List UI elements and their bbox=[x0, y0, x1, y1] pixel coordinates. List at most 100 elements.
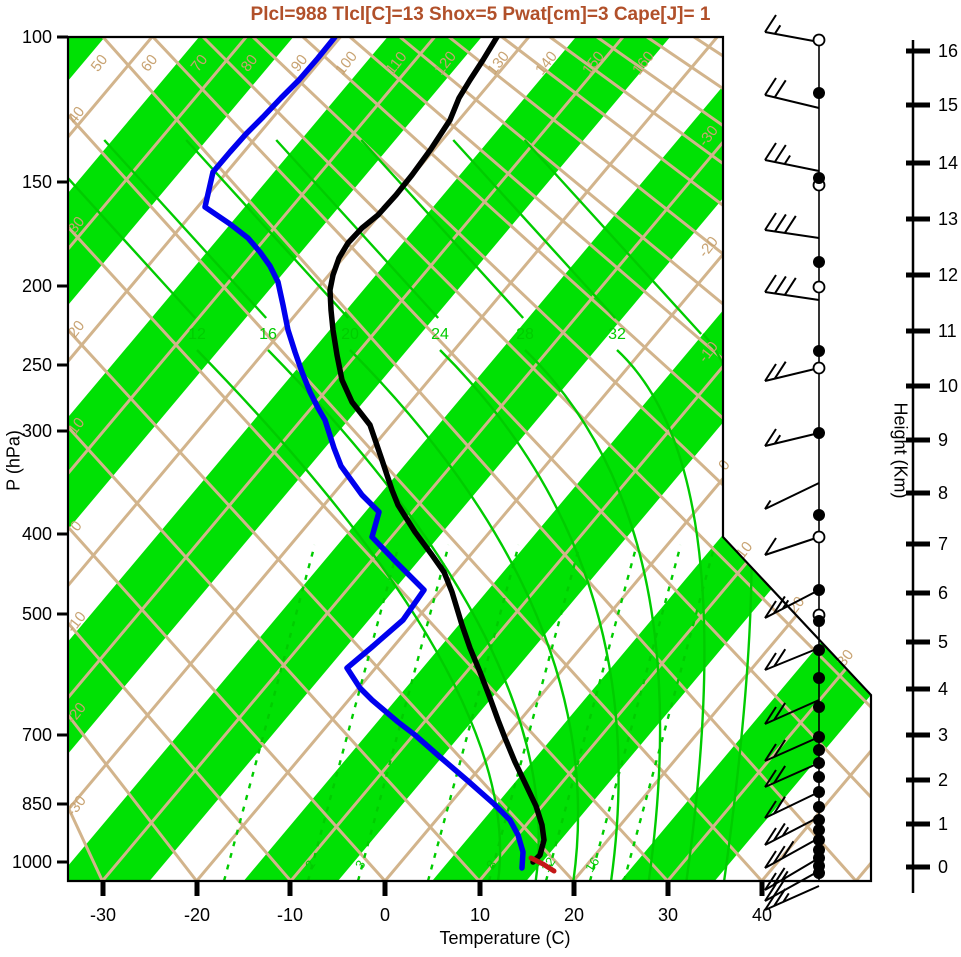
isotherm-line bbox=[68, 37, 342, 881]
moist-adiabat-upper bbox=[452, 139, 617, 319]
height-tick-label: 3 bbox=[938, 725, 948, 745]
mixing-ratio-line bbox=[487, 544, 581, 881]
wind-level-open-circle bbox=[812, 361, 826, 375]
isotherm-line bbox=[68, 37, 436, 881]
moist-adiabat-lower bbox=[196, 349, 502, 881]
isotherm-label: 10 bbox=[733, 538, 757, 562]
wind-barb bbox=[764, 885, 820, 911]
wind-level-dot bbox=[813, 824, 825, 836]
height-tick-label: 10 bbox=[938, 376, 958, 396]
isotherm-line bbox=[68, 37, 625, 881]
wind-level-dot bbox=[813, 345, 825, 357]
wind-level-dot bbox=[813, 867, 825, 879]
x-tick-label: -10 bbox=[277, 905, 303, 925]
wind-barb bbox=[764, 77, 820, 109]
moist-adiabat-lower bbox=[616, 349, 706, 881]
theta-label: 70 bbox=[188, 51, 212, 75]
wind-barb bbox=[764, 361, 820, 382]
wind-level-dot bbox=[813, 615, 825, 627]
wind-level-dot bbox=[813, 814, 825, 826]
wind-barb bbox=[764, 212, 820, 239]
x-tick-label: 20 bbox=[564, 905, 584, 925]
wind-level-dot bbox=[813, 834, 825, 846]
plot-frame bbox=[66, 35, 873, 883]
moist-adiabat-upper bbox=[103, 139, 268, 319]
theta-label: 50 bbox=[88, 51, 112, 75]
wind-barb bbox=[764, 428, 820, 447]
y-tick-label: 850 bbox=[22, 794, 52, 814]
wind-level-dot bbox=[813, 731, 825, 743]
moist-adiabat-label: 20 bbox=[341, 326, 359, 343]
wind-level-dot bbox=[813, 801, 825, 813]
height-tick-label: 8 bbox=[938, 483, 948, 503]
stripe-band bbox=[68, 37, 294, 881]
temperature-profile-line bbox=[327, 37, 547, 865]
height-tick-label: 4 bbox=[938, 679, 948, 699]
moist-adiabat-label: 16 bbox=[259, 326, 277, 343]
wind-barb bbox=[764, 857, 820, 891]
moist-adiabat-upper bbox=[275, 139, 440, 319]
wind-barb bbox=[764, 647, 820, 671]
moist-adiabat-upper bbox=[523, 139, 703, 335]
dry-adiabat-line bbox=[101, 37, 858, 881]
wind-barb bbox=[764, 536, 820, 556]
dry-adiabat-line bbox=[501, 37, 871, 881]
pressure-axis: 100 150 200 250 300 400 500 700 850 1000 bbox=[12, 27, 68, 872]
dry-adiabat-line bbox=[68, 714, 198, 881]
height-tick-label: 5 bbox=[938, 632, 948, 652]
wind-barb bbox=[764, 791, 820, 819]
x-tick-label: -20 bbox=[184, 905, 210, 925]
wind-level-open-circle bbox=[812, 33, 826, 47]
wind-barb bbox=[764, 482, 820, 510]
moist-adiabat-lower bbox=[349, 349, 580, 881]
mixing-ratio-line bbox=[544, 544, 638, 881]
y-tick-label: 300 bbox=[22, 421, 52, 441]
wind-barb bbox=[764, 14, 820, 43]
wind-level-open-circle bbox=[812, 530, 826, 544]
wind-level-dot bbox=[813, 509, 825, 521]
dry-adiabat-line bbox=[68, 622, 292, 881]
height-tick-label: 15 bbox=[938, 95, 958, 115]
height-tick-label: 7 bbox=[938, 534, 948, 554]
dry-adiabat-line bbox=[251, 37, 871, 881]
mixing-ratio-line bbox=[356, 544, 450, 881]
moist-adiabat-lower bbox=[524, 349, 662, 881]
dewpoint-profile-line bbox=[202, 37, 526, 871]
mixing-ratio-label: 16 bbox=[582, 854, 602, 874]
wind-level-dot bbox=[813, 744, 825, 756]
height-tick-label: 2 bbox=[938, 770, 948, 790]
moist-adiabat-lower bbox=[439, 349, 620, 881]
wind-level-dot bbox=[813, 644, 825, 656]
height-tick-label: 1 bbox=[938, 814, 948, 834]
y-axis-title: P (hPa) bbox=[3, 430, 24, 491]
wind-level-dot bbox=[813, 672, 825, 684]
x-tick-label: 0 bbox=[380, 905, 390, 925]
y-tick-label: 400 bbox=[22, 524, 52, 544]
isotherm-line bbox=[666, 37, 871, 881]
isotherm-line bbox=[289, 37, 871, 881]
wind-barb bbox=[764, 699, 820, 725]
wind-barb-column bbox=[764, 14, 826, 911]
wind-level-dot bbox=[813, 427, 825, 439]
y-tick-label: 150 bbox=[22, 172, 52, 192]
isotherm-label: 30 bbox=[834, 646, 858, 670]
wind-level-dot bbox=[813, 701, 825, 713]
dry-adiabat-line bbox=[201, 37, 871, 881]
wind-barb bbox=[764, 736, 820, 762]
mixing-ratio-line bbox=[426, 544, 520, 881]
x-tick-label: 30 bbox=[658, 905, 678, 925]
temperature-axis: -30 -20 -10 0 10 20 30 40 bbox=[90, 881, 772, 925]
mixing-ratio-line bbox=[306, 544, 400, 881]
moist-adiabat-label: 24 bbox=[431, 326, 449, 343]
wind-barb bbox=[764, 837, 820, 869]
height-tick-label: 16 bbox=[938, 41, 958, 61]
moist-adiabat-upper bbox=[360, 139, 525, 319]
height-tick-label: 11 bbox=[938, 321, 957, 341]
wind-level-dot bbox=[813, 172, 825, 184]
wind-barb bbox=[764, 589, 820, 619]
y-tick-label: 100 bbox=[22, 27, 52, 47]
dry-adiabat-line bbox=[68, 113, 763, 881]
wind-level-dot bbox=[813, 757, 825, 769]
